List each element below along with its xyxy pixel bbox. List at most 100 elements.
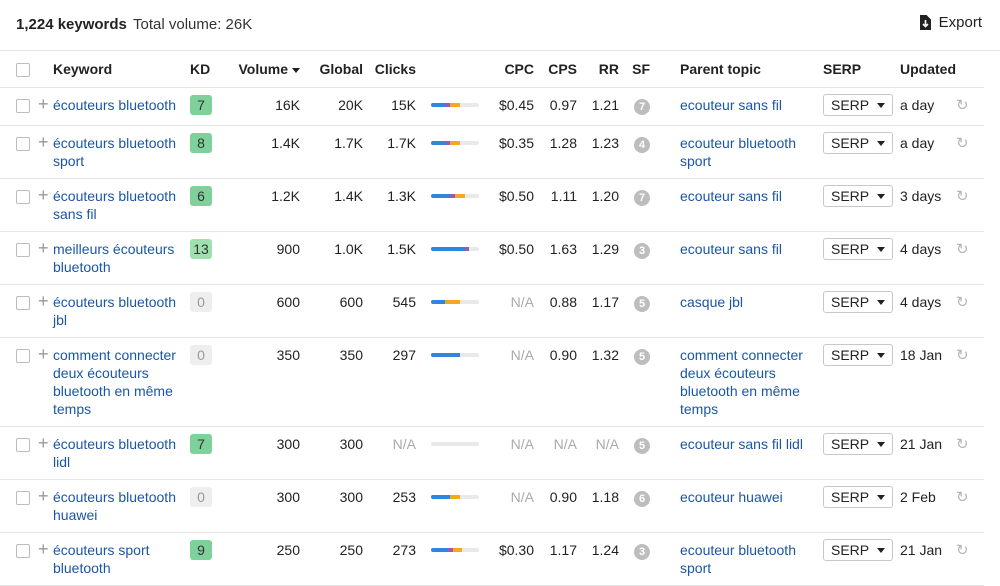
- refresh-icon[interactable]: ↻: [956, 97, 969, 114]
- clicks-segment: [445, 300, 460, 304]
- table-row: + écouteurs bluetooth 7 16K 20K 15K $0.4…: [0, 87, 984, 126]
- serp-dropdown-button[interactable]: SERP: [823, 291, 893, 313]
- row-checkbox[interactable]: [16, 491, 30, 505]
- col-updated[interactable]: Updated: [896, 51, 956, 88]
- col-global[interactable]: Global: [300, 51, 363, 88]
- refresh-icon[interactable]: ↻: [956, 294, 969, 311]
- kd-badge: 0: [190, 487, 212, 507]
- select-all-checkbox[interactable]: [16, 63, 30, 78]
- keyword-link[interactable]: écouteurs sport bluetooth: [53, 542, 150, 576]
- volume-value: 600: [226, 284, 300, 338]
- serp-dropdown-button[interactable]: SERP: [823, 486, 893, 508]
- row-checkbox[interactable]: [16, 190, 30, 204]
- global-volume-value: 300: [300, 426, 363, 480]
- col-parent-topic[interactable]: Parent topic: [650, 51, 812, 88]
- row-checkbox[interactable]: [16, 243, 30, 257]
- cpc-value: $0.50: [484, 178, 534, 232]
- clicks-value: N/A: [363, 426, 416, 480]
- col-keyword[interactable]: Keyword: [47, 51, 190, 88]
- col-sf[interactable]: SF: [619, 51, 650, 88]
- serp-dropdown-button[interactable]: SERP: [823, 433, 893, 455]
- col-cpc[interactable]: CPC: [484, 51, 534, 88]
- keyword-link[interactable]: comment connecter deux écouteurs bluetoo…: [53, 347, 176, 417]
- add-to-list-icon[interactable]: +: [38, 94, 49, 114]
- export-button[interactable]: Export: [918, 14, 982, 31]
- table-row: + comment connecter deux écouteurs bluet…: [0, 337, 984, 427]
- clicks-distribution-bar: [431, 141, 479, 145]
- refresh-icon[interactable]: ↻: [956, 436, 969, 453]
- global-volume-value: 1.4K: [300, 178, 363, 232]
- parent-topic-link[interactable]: comment connecter deux écouteurs bluetoo…: [680, 347, 803, 417]
- chevron-down-icon: [877, 441, 885, 447]
- serp-features-badge[interactable]: 4: [634, 137, 650, 153]
- col-clicks[interactable]: Clicks: [363, 51, 416, 88]
- row-checkbox[interactable]: [16, 438, 30, 452]
- keyword-link[interactable]: écouteurs bluetooth sport: [53, 135, 176, 169]
- parent-topic-link[interactable]: ecouteur bluetooth sport: [680, 135, 796, 169]
- add-to-list-icon[interactable]: +: [38, 238, 49, 258]
- row-checkbox[interactable]: [16, 137, 30, 151]
- cps-value: 1.17: [534, 532, 577, 586]
- add-to-list-icon[interactable]: +: [38, 344, 49, 364]
- row-checkbox[interactable]: [16, 349, 30, 363]
- col-cps[interactable]: CPS: [534, 51, 577, 88]
- serp-dropdown-button[interactable]: SERP: [823, 132, 893, 154]
- kd-badge: 13: [190, 239, 212, 259]
- keyword-link[interactable]: écouteurs bluetooth: [53, 97, 176, 113]
- refresh-icon[interactable]: ↻: [956, 188, 969, 205]
- parent-topic-link[interactable]: ecouteur sans fil lidl: [680, 436, 803, 452]
- refresh-icon[interactable]: ↻: [956, 542, 969, 559]
- parent-topic-link[interactable]: casque jbl: [680, 294, 744, 310]
- serp-features-badge[interactable]: 7: [634, 99, 650, 115]
- refresh-icon[interactable]: ↻: [956, 489, 969, 506]
- volume-value: 1.2K: [226, 178, 300, 232]
- parent-topic-link[interactable]: ecouteur bluetooth sport: [680, 542, 796, 576]
- serp-features-badge[interactable]: 7: [634, 190, 650, 206]
- add-to-list-icon[interactable]: +: [38, 539, 49, 559]
- row-checkbox[interactable]: [16, 99, 30, 113]
- clicks-segment: [431, 495, 451, 499]
- add-to-list-icon[interactable]: +: [38, 486, 49, 506]
- row-checkbox[interactable]: [16, 544, 30, 558]
- clicks-value: 15K: [363, 87, 416, 126]
- col-serp[interactable]: SERP: [812, 51, 896, 88]
- rr-value: 1.29: [577, 231, 619, 285]
- serp-features-badge[interactable]: 5: [634, 438, 650, 454]
- keywords-table: Keyword KD Volume Global Clicks CPC CPS …: [0, 51, 984, 586]
- keyword-link[interactable]: écouteurs bluetooth lidl: [53, 436, 176, 470]
- export-label: Export: [938, 14, 982, 31]
- col-rr[interactable]: RR: [577, 51, 619, 88]
- serp-dropdown-button[interactable]: SERP: [823, 94, 893, 116]
- add-to-list-icon[interactable]: +: [38, 433, 49, 453]
- serp-features-badge[interactable]: 3: [634, 544, 650, 560]
- keyword-link[interactable]: écouteurs bluetooth jbl: [53, 294, 176, 328]
- add-to-list-icon[interactable]: +: [38, 291, 49, 311]
- parent-topic-link[interactable]: ecouteur sans fil: [680, 97, 782, 113]
- table-row: + écouteurs bluetooth sport 8 1.4K 1.7K …: [0, 125, 984, 179]
- parent-topic-link[interactable]: ecouteur sans fil: [680, 188, 782, 204]
- refresh-icon[interactable]: ↻: [956, 347, 969, 364]
- row-checkbox[interactable]: [16, 296, 30, 310]
- serp-dropdown-button[interactable]: SERP: [823, 539, 893, 561]
- chevron-down-icon: [877, 547, 885, 553]
- serp-dropdown-button[interactable]: SERP: [823, 185, 893, 207]
- serp-features-badge[interactable]: 3: [634, 243, 650, 259]
- updated-value: 18 Jan: [896, 337, 952, 427]
- parent-topic-link[interactable]: ecouteur sans fil: [680, 241, 782, 257]
- col-volume[interactable]: Volume: [226, 51, 300, 88]
- serp-dropdown-button[interactable]: SERP: [823, 344, 893, 366]
- col-kd[interactable]: KD: [190, 51, 226, 88]
- serp-features-badge[interactable]: 6: [634, 491, 650, 507]
- refresh-icon[interactable]: ↻: [956, 241, 969, 258]
- keyword-link[interactable]: meilleurs écouteurs bluetooth: [53, 241, 175, 275]
- sort-desc-icon: [292, 67, 300, 73]
- keyword-link[interactable]: écouteurs bluetooth sans fil: [53, 188, 176, 222]
- serp-features-badge[interactable]: 5: [634, 349, 650, 365]
- add-to-list-icon[interactable]: +: [38, 132, 49, 152]
- serp-features-badge[interactable]: 5: [634, 296, 650, 312]
- refresh-icon[interactable]: ↻: [956, 135, 969, 152]
- add-to-list-icon[interactable]: +: [38, 185, 49, 205]
- keyword-link[interactable]: écouteurs bluetooth huawei: [53, 489, 176, 523]
- serp-dropdown-button[interactable]: SERP: [823, 238, 893, 260]
- parent-topic-link[interactable]: ecouteur huawei: [680, 489, 783, 505]
